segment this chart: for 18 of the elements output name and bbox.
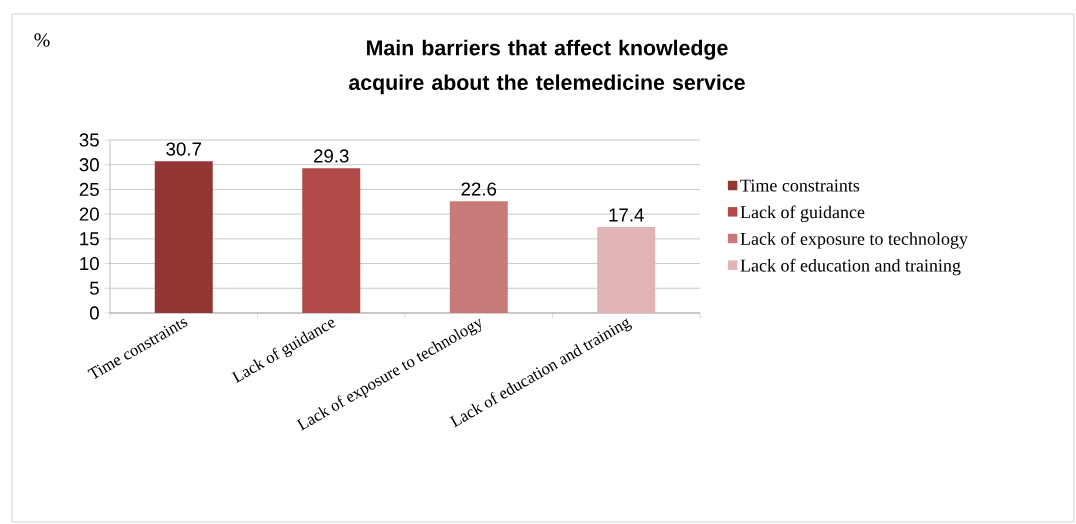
y-tick-label: 10 bbox=[80, 256, 99, 271]
legend-label: Time constraints bbox=[740, 179, 860, 192]
y-tick-label: 20 bbox=[79, 207, 99, 221]
data-label: 29.3 bbox=[314, 149, 349, 163]
y-tick-label: 15 bbox=[80, 232, 99, 246]
text: % bbox=[34, 33, 50, 47]
y-tick-label: 35 bbox=[79, 133, 99, 147]
data-label: 22.6 bbox=[461, 182, 497, 196]
data-label: 30.7 bbox=[166, 142, 201, 156]
legend-label: Lack of guidance bbox=[740, 205, 865, 222]
y-tick-label: 30 bbox=[79, 158, 99, 172]
y-tick-label: 0 bbox=[89, 306, 99, 320]
chart-title: Main barriers that affect knowledge acquire about the telemedicine service bbox=[349, 39, 745, 95]
y-tick-label: 25 bbox=[79, 182, 99, 197]
legend-label: Lack of exposure to technology bbox=[740, 232, 968, 249]
data-label: 17.4 bbox=[609, 208, 644, 222]
y-tick-label: 5 bbox=[89, 281, 99, 295]
legend-label: Lack of education and training bbox=[740, 258, 961, 276]
